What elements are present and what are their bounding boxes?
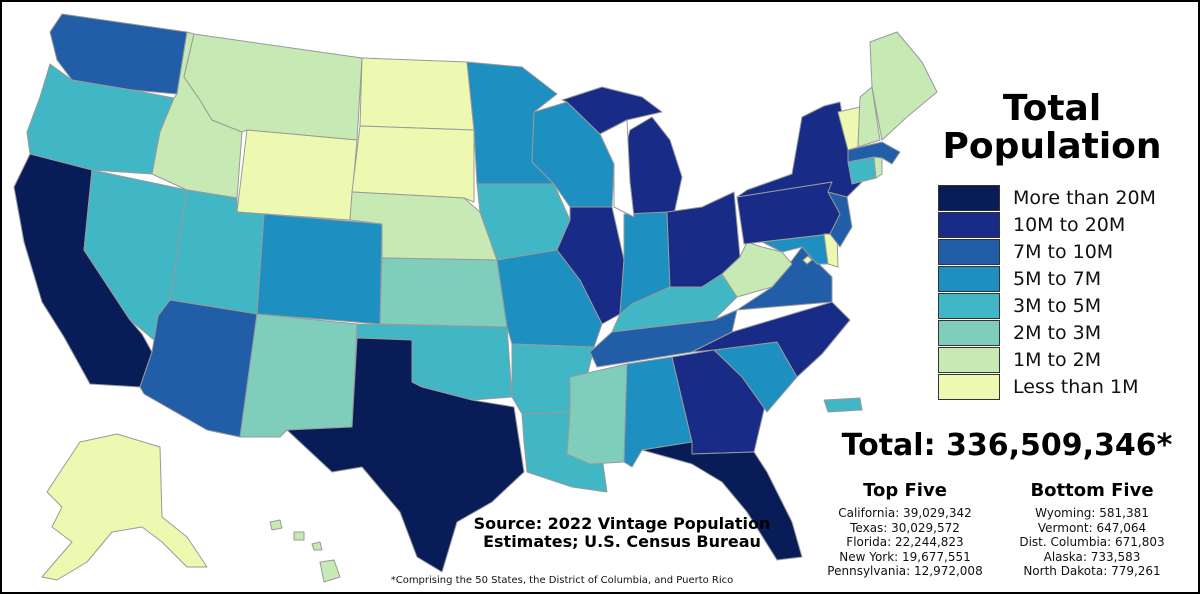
map-title: Total Population [942, 88, 1162, 167]
region-michigan-upper [561, 86, 663, 135]
list-item: Dist. Columbia: 671,803 [1019, 535, 1165, 550]
legend: More than 20M 10M to 20M 7M to 10M 5M to 7M… [938, 184, 1156, 400]
region-montana [183, 33, 363, 141]
region-mississippi [566, 363, 628, 465]
legend-swatch [938, 211, 1000, 238]
region-arizona [139, 299, 258, 438]
legend-item: 2M to 3M [938, 319, 1156, 346]
list-item: New York: 19,677,551 [839, 549, 971, 564]
region-wyoming [236, 129, 358, 221]
legend-label: 5M to 7M [1013, 267, 1102, 290]
list-item: Pennsylvania: 12,972,008 [827, 564, 983, 579]
legend-swatch [938, 265, 1000, 292]
region-hawaii [269, 519, 341, 583]
legend-label: 1M to 2M [1013, 348, 1102, 371]
legend-label: 2M to 3M [1013, 321, 1102, 344]
list-item: Florida: 22,244,823 [846, 535, 964, 550]
region-north-carolina [691, 301, 851, 378]
region-south-dakota [351, 125, 475, 203]
list-item: California: 39,029,342 [838, 506, 972, 520]
region-alaska [41, 433, 208, 581]
region-texas [286, 337, 525, 573]
bottom-five-list: Bottom Five Wyoming: 581,381 Vermont: 64… [997, 480, 1187, 579]
legend-item: More than 20M [938, 184, 1156, 211]
region-new-mexico [239, 313, 358, 438]
region-puerto-rico [823, 397, 863, 413]
legend-item: 7M to 10M [938, 238, 1156, 265]
legend-item: 5M to 7M [938, 265, 1156, 292]
bottom-five-heading: Bottom Five [1030, 480, 1154, 501]
list-item: Alaska: 733,583 [1043, 549, 1141, 564]
legend-item: 10M to 20M [938, 211, 1156, 238]
footnote: *Comprising the 50 States, the District … [390, 575, 734, 586]
region-massachusetts [847, 141, 901, 165]
legend-swatch [938, 319, 1000, 346]
region-dist-columbia [802, 255, 813, 265]
source-note: Source: 2022 Vintage Population Estimate… [473, 514, 771, 551]
region-maine [869, 31, 938, 141]
legend-label: More than 20M [1013, 186, 1156, 209]
list-item: Vermont: 647,064 [1037, 520, 1147, 535]
region-florida [641, 441, 803, 561]
list-item: Wyoming: 581,381 [1035, 506, 1149, 520]
legend-label: 3M to 5M [1013, 294, 1102, 317]
region-new-hampshire [857, 86, 881, 148]
list-item: North Dakota: 779,261 [1023, 564, 1161, 579]
list-item: Texas: 30,029,572 [850, 520, 960, 535]
legend-swatch [938, 238, 1000, 265]
legend-label: Less than 1M [1013, 375, 1139, 398]
total-population: Total: 336,509,346* [841, 428, 1173, 463]
region-colorado [256, 213, 383, 325]
legend-item: 3M to 5M [938, 292, 1156, 319]
region-rhode-island [873, 156, 883, 179]
legend-swatch [938, 292, 1000, 319]
region-illinois [556, 206, 625, 325]
legend-swatch [938, 184, 1000, 211]
legend-item: Less than 1M [938, 373, 1156, 400]
top-five-heading: Top Five [863, 480, 947, 501]
legend-swatch [938, 373, 1000, 400]
region-north-dakota [359, 57, 475, 131]
legend-swatch [938, 346, 1000, 373]
legend-label: 10M to 20M [1013, 213, 1126, 236]
legend-label: 7M to 10M [1013, 240, 1114, 263]
top-five-list: Top Five California: 39,029,342 Texas: 3… [810, 480, 1000, 579]
legend-item: 1M to 2M [938, 346, 1156, 373]
region-kansas [379, 257, 508, 328]
